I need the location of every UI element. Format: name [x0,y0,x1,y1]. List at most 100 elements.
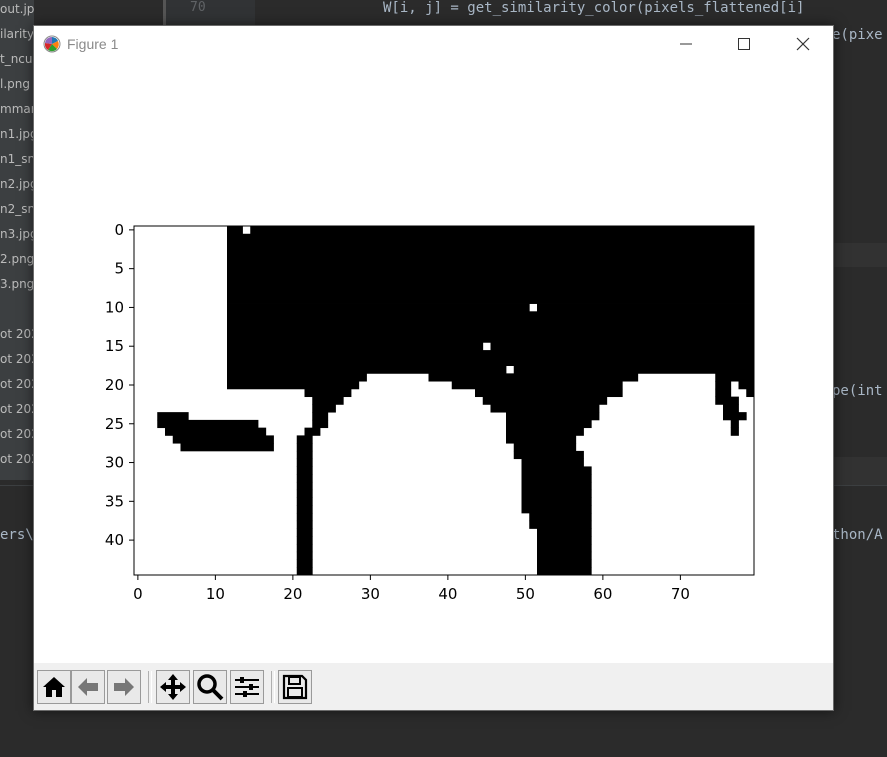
heatmap-cell-run [312,404,336,413]
heatmap-cell-run [227,350,755,359]
ide-highlight-band [832,243,887,267]
heatmap-cell-run [304,388,352,398]
heatmap-cell-run [304,427,321,436]
ide-file-item[interactable]: 3.png [0,277,34,291]
home-button[interactable] [37,670,71,704]
heatmap-cell-run [723,412,747,421]
heatmap-cell-run [296,481,313,491]
ide-file-item[interactable]: out.jpg [0,2,34,16]
heatmap-plot[interactable]: 0 10 20 30 40 50 60 70 0 5 10 15 20 25 30 35 40 [34,62,833,663]
heatmap-cell-run [537,559,592,568]
ide-file-item[interactable]: mmar [0,102,34,116]
forward-button[interactable] [107,670,141,704]
heatmap-cell-run [490,342,755,351]
x-tick-label: 50 [516,585,535,603]
ide-file-item[interactable]: n1_sn [0,152,34,166]
close-button[interactable] [780,26,826,62]
ide-console-text: thon/A [832,527,883,543]
heatmap-cell-run [506,412,600,421]
heatmap-cell-run [521,474,592,483]
heatmap-cell-run [227,326,755,335]
heatmap-cell-run [227,295,755,304]
heatmap-cell-run [172,435,274,444]
y-tick-label: 10 [105,298,124,316]
maximize-icon [738,38,750,50]
title-bar[interactable]: Figure 1 [34,26,833,62]
y-tick-label: 35 [105,492,124,510]
heatmap-cell-run [227,257,755,266]
heatmap-cell-run [296,458,313,467]
ide-file-item[interactable]: n1.jpg [0,127,34,141]
y-axis: 0 5 10 15 20 25 30 35 40 [105,221,134,549]
heatmap-cell-run [521,458,584,467]
heatmap-cell-run [296,450,313,460]
heatmap-cell-run [513,450,584,460]
save-button[interactable] [278,670,312,704]
home-icon [43,677,65,697]
heatmap-cell-run [715,381,732,390]
ide-project-panel: out.jpg ilarity.jpg t_ncu l.png mmar n1.jpg n1… [0,0,34,480]
heatmap-cell-run [506,435,577,444]
heatmap-cell-run [296,466,313,475]
ide-file-item[interactable]: ilarity.jpg [0,27,34,41]
ide-file-item[interactable]: n2.jpg [0,177,34,191]
heatmap-cell-run [296,543,313,553]
heatmap-cell-run [746,388,755,398]
heatmap-cell-run [490,404,600,413]
heatmap-cell-run [529,520,592,529]
heatmap-cell-run [227,241,755,250]
back-arrow-icon [78,678,98,696]
heatmap-cell-run [227,342,484,351]
zoom-button[interactable] [193,670,227,704]
ide-file-item[interactable]: t_ncu [0,52,33,66]
x-tick-label: 70 [671,585,690,603]
heatmap-cell-run [428,373,639,382]
heatmap-cell-run [165,427,267,436]
ide-file-item[interactable]: ot 202 [0,402,34,416]
ide-gutter [163,0,255,26]
y-tick-label: 25 [105,415,124,433]
heatmap-cell-run [537,567,592,576]
heatmap-cell-run [227,319,755,328]
save-icon [282,674,308,700]
figure-canvas[interactable]: 0 10 20 30 40 50 60 70 0 5 10 15 20 25 30 35 40 [34,62,833,663]
heatmap-cell-run [296,551,313,560]
heatmap-cell-run [312,412,329,421]
configure-subplots-button[interactable] [230,670,264,704]
heatmap-cell-run [537,543,592,553]
ide-file-item[interactable]: ot 202 [0,427,34,441]
pan-button[interactable] [156,670,190,704]
ide-file-item[interactable]: ot 202 [0,377,34,391]
back-button[interactable] [71,670,105,704]
heatmap-cell-run [227,357,755,366]
heatmap-cell-run [296,536,313,545]
navigation-toolbar [34,663,833,710]
ide-file-item[interactable]: ot 202 [0,352,34,366]
heatmap-cell-run [730,427,739,436]
minimize-button[interactable] [663,26,709,62]
ide-file-item[interactable]: ot 202 [0,452,34,466]
heatmap-cell-run [227,303,530,312]
heatmap-image [134,226,755,576]
toolbar-separator [271,671,275,703]
matplotlib-logo-icon [43,35,61,53]
ide-file-item[interactable]: l.png [0,77,30,91]
y-tick-label: 40 [105,531,124,549]
heatmap-cell-run [506,427,584,436]
maximize-button[interactable] [721,26,767,62]
x-tick-label: 0 [133,585,143,603]
ide-file-item[interactable]: 2.png [0,252,34,266]
ide-code-fragment: e(pixe [832,27,883,43]
ide-file-item[interactable]: n3.jpg [0,227,34,241]
heatmap-cell-run [296,520,313,529]
ide-file-item[interactable]: ot 202 [0,327,34,341]
heatmap-cell-run [537,551,592,560]
pan-icon [160,674,186,700]
heatmap-cell-run [482,396,608,405]
heatmap-cell-run [521,466,592,475]
heatmap-cell-run [521,497,592,506]
ide-file-item[interactable]: n2_sn [0,202,34,216]
heatmap-cell-run [312,396,344,405]
heatmap-cell-run [227,381,360,390]
heatmap-cell-run [715,373,755,382]
